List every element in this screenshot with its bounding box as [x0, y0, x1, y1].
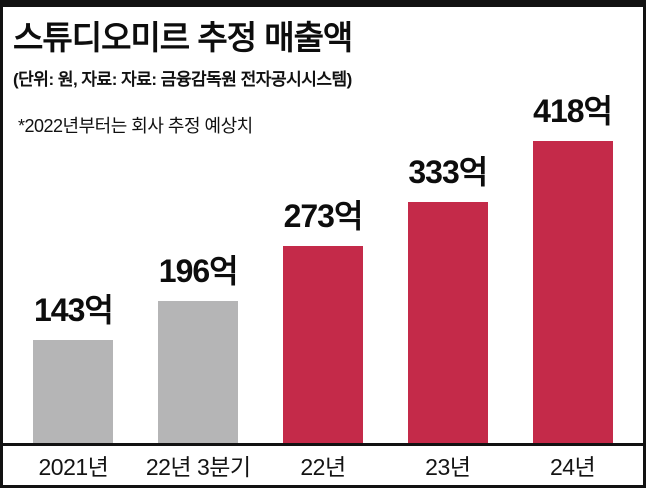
bar [282, 246, 363, 443]
bar-value-label: 333억 [408, 154, 488, 190]
x-axis-label: 2021년 [38, 454, 109, 480]
bar-group: 273억 [261, 191, 386, 443]
x-axis-line [3, 443, 643, 446]
bar-group: 418억 [510, 86, 635, 443]
chart-header: 스튜디오미르 추정 매출액 (단위: 원, 자료: 자료: 금융감독원 전자공시… [13, 17, 633, 138]
bar-group: 143억 [11, 285, 136, 443]
x-axis-label: 23년 [425, 454, 471, 480]
bars-row: 143억 196억 273억 333억 418억 [11, 43, 635, 443]
bar-value-label: 143억 [33, 292, 114, 328]
chart-title: 스튜디오미르 추정 매출액 [13, 19, 353, 56]
bar-group: 333억 [385, 147, 510, 443]
bar-value-label: 196억 [158, 253, 239, 289]
bar [158, 301, 239, 443]
x-axis-labels: 2021년 22년 3분기 22년 23년 24년 [11, 448, 635, 482]
bar-chart: 143억 196억 273억 333억 418억 2021년 22년 3분기 22년 23년 2… [3, 7, 643, 485]
x-axis-label: 22년 [300, 454, 346, 480]
x-axis-label: 24년 [549, 454, 596, 480]
bar-group: 196억 [136, 246, 261, 443]
chart-subtitle: (단위: 원, 자료: 자료: 금융감독원 전자공시시스템) [13, 70, 352, 90]
bar-value-label: 418억 [533, 93, 613, 129]
bar-value-label: 273억 [283, 198, 364, 234]
bar [532, 141, 613, 443]
chart-note: *2022년부터는 회사 추정 예상치 [18, 116, 253, 137]
x-axis-label: 22년 3분기 [145, 454, 251, 480]
bar [33, 340, 114, 443]
bar [407, 202, 488, 443]
